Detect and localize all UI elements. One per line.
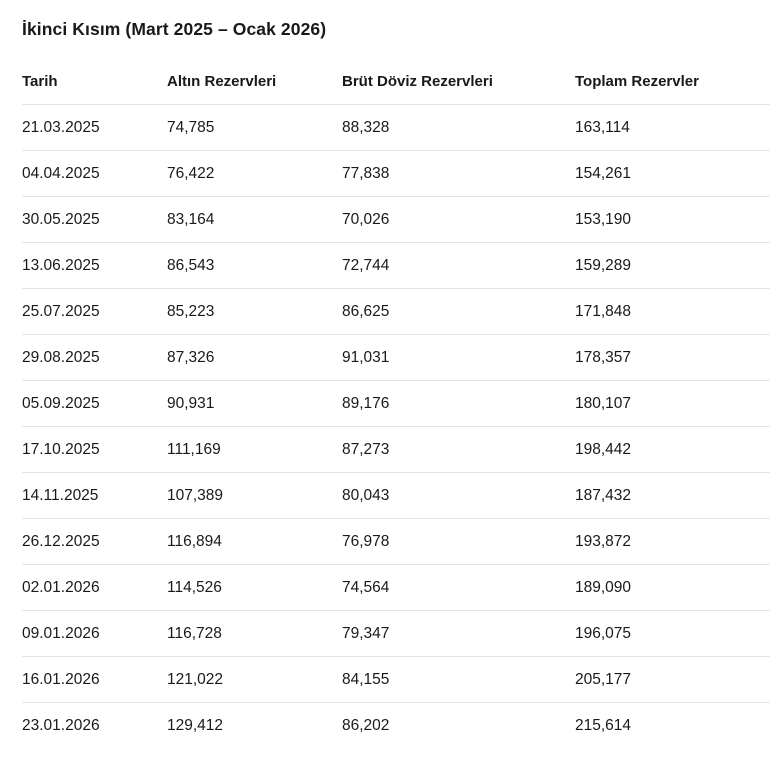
table-row: 14.11.2025 107,389 80,043 187,432 <box>22 472 770 519</box>
value-cell: 129,412 <box>167 717 224 734</box>
value-cell: 116,894 <box>167 518 342 565</box>
date-cell: 16.01.2026 <box>22 656 167 703</box>
value-cell: 86,202 <box>342 717 390 734</box>
value-cell: 121,022 <box>167 656 342 703</box>
value-cell: 76,422 <box>167 150 342 197</box>
value-cell: 154,261 <box>575 150 770 197</box>
value-cell: 114,526 <box>167 564 342 611</box>
table-row: 30.05.2025 83,164 70,026 153,190 <box>22 196 770 243</box>
value-cell: 88,328 <box>342 104 575 151</box>
column-header-toplam-rezervler: Toplam Rezervler <box>575 40 770 105</box>
value-cell: 83,164 <box>167 196 342 243</box>
table-row: 25.07.2025 85,223 86,625 171,848 <box>22 288 770 335</box>
value-cell: 193,872 <box>575 518 770 565</box>
table-row: 05.09.2025 90,931 89,176 180,107 <box>22 380 770 427</box>
value-cell: 159,289 <box>575 242 770 289</box>
value-cell: 187,432 <box>575 472 770 519</box>
value-cell: 74,564 <box>342 564 575 611</box>
column-header-altin-rezervleri: Altın Rezervleri <box>167 40 342 105</box>
date-cell: 26.12.2025 <box>22 518 167 565</box>
value-cell: 205,177 <box>575 656 770 703</box>
date-cell: 02.01.2026 <box>22 564 167 611</box>
table-row: 16.01.2026 121,022 84,155 205,177 <box>22 656 770 703</box>
table-row: 02.01.2026 114,526 74,564 189,090 <box>22 564 770 611</box>
value-cell: 189,090 <box>575 564 770 611</box>
value-cell: 90,931 <box>167 380 342 427</box>
date-cell: 04.04.2025 <box>22 150 167 197</box>
date-cell: 30.05.2025 <box>22 196 167 243</box>
table-body: 21.03.2025 74,785 88,328 163,114 04.04.2025 7… <box>22 104 770 749</box>
date-cell: 29.08.2025 <box>22 334 167 381</box>
value-cell: 111,169 <box>167 426 342 473</box>
value-cell: 77,838 <box>342 150 575 197</box>
value-cell: 86,625 <box>342 288 575 335</box>
date-cell: 13.06.2025 <box>22 242 167 289</box>
value-cell: 153,190 <box>575 196 770 243</box>
table-row: 04.04.2025 76,422 77,838 154,261 <box>22 150 770 197</box>
value-cell: 74,785 <box>167 104 342 151</box>
value-cell: 84,155 <box>342 656 575 703</box>
table-row: 09.01.2026 116,728 79,347 196,075 <box>22 610 770 657</box>
table-row: 17.10.2025 111,169 87,273 198,442 <box>22 426 770 473</box>
value-cell: 116,728 <box>167 610 342 657</box>
column-header-tarih: Tarih <box>22 40 167 105</box>
value-cell: 178,357 <box>575 334 770 381</box>
value-cell: 196,075 <box>575 610 770 657</box>
value-cell: 87,326 <box>167 334 342 381</box>
value-cell: 180,107 <box>575 380 770 427</box>
table-row: 23.01.2026 129,412 86,202 215,614 <box>22 703 770 749</box>
value-cell: 76,978 <box>342 518 575 565</box>
date-cell: 21.03.2025 <box>22 104 167 151</box>
value-cell: 86,543 <box>167 242 342 289</box>
value-cell: 85,223 <box>167 288 342 335</box>
value-cell: 163,114 <box>575 104 770 151</box>
date-cell: 17.10.2025 <box>22 426 167 473</box>
value-cell: 70,026 <box>342 196 575 243</box>
value-cell: 91,031 <box>342 334 575 381</box>
value-cell: 79,347 <box>342 610 575 657</box>
table-row: 13.06.2025 86,543 72,744 159,289 <box>22 242 770 289</box>
date-cell: 14.11.2025 <box>22 472 167 519</box>
table-row: 26.12.2025 116,894 76,978 193,872 <box>22 518 770 565</box>
value-cell: 80,043 <box>342 472 575 519</box>
value-cell: 107,389 <box>167 472 342 519</box>
table-row: 21.03.2025 74,785 88,328 163,114 <box>22 104 770 151</box>
table-row: 29.08.2025 87,326 91,031 178,357 <box>22 334 770 381</box>
reserves-table: Tarih Altın Rezervleri Brüt Döviz Rezerv… <box>22 40 770 748</box>
date-cell: 09.01.2026 <box>22 610 167 657</box>
value-cell: 87,273 <box>342 426 575 473</box>
date-cell: 23.01.2026 <box>22 717 100 734</box>
page-title: İkinci Kısım (Mart 2025 – Ocak 2026) <box>22 19 327 39</box>
value-cell: 89,176 <box>342 380 575 427</box>
date-cell: 05.09.2025 <box>22 380 167 427</box>
value-cell: 171,848 <box>575 288 770 335</box>
date-cell: 25.07.2025 <box>22 288 167 335</box>
value-cell: 72,744 <box>342 242 575 289</box>
column-header-brut-doviz-rezervleri: Brüt Döviz Rezervleri <box>342 40 575 105</box>
value-cell: 198,442 <box>575 426 770 473</box>
value-cell: 215,614 <box>575 717 632 734</box>
table-header-row: Tarih Altın Rezervleri Brüt Döviz Rezerv… <box>22 40 770 105</box>
